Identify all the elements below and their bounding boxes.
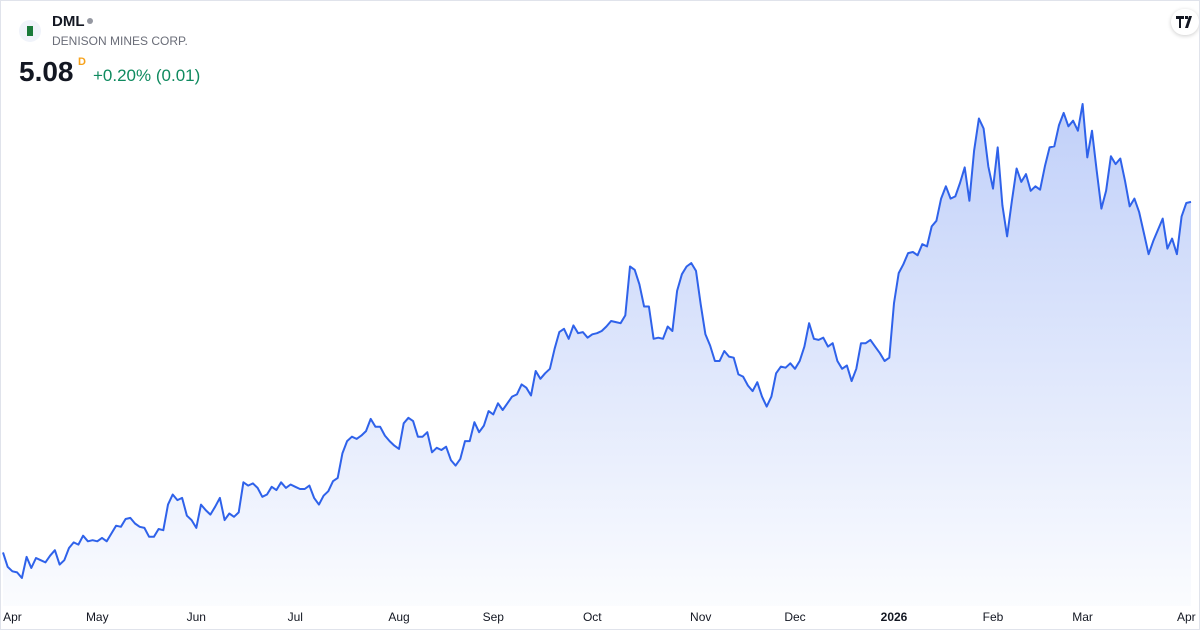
x-tick-label: Sep: [483, 610, 505, 624]
x-tick-label: May: [86, 610, 109, 624]
symbol: DML: [52, 13, 85, 30]
area-fill: [3, 104, 1191, 606]
x-tick-label: 2026: [881, 610, 908, 624]
x-tick-label: Mar: [1072, 610, 1093, 624]
interval: D: [78, 56, 86, 68]
logo-mark: [27, 26, 33, 36]
x-tick-label: Apr: [3, 610, 22, 624]
x-tick-label: Dec: [784, 610, 805, 624]
price-line: [2, 103, 1192, 579]
x-tick-label: Oct: [583, 610, 602, 624]
logo: [19, 20, 41, 42]
price: 5.08: [19, 56, 74, 87]
brand-icon: [1176, 16, 1192, 28]
status-dot: [87, 18, 93, 24]
x-tick-label: Aug: [388, 610, 409, 624]
x-tick-label: Jun: [187, 610, 206, 624]
x-tick-label: Feb: [983, 610, 1004, 624]
brand-logo[interactable]: [1171, 9, 1199, 35]
x-tick-label: Nov: [690, 610, 711, 624]
x-tick-label: Apr: [1177, 610, 1196, 624]
change: +0.20% (0.01): [93, 66, 201, 85]
company: DENISON MINES CORP.: [52, 34, 188, 48]
x-tick-label: Jul: [288, 610, 303, 624]
